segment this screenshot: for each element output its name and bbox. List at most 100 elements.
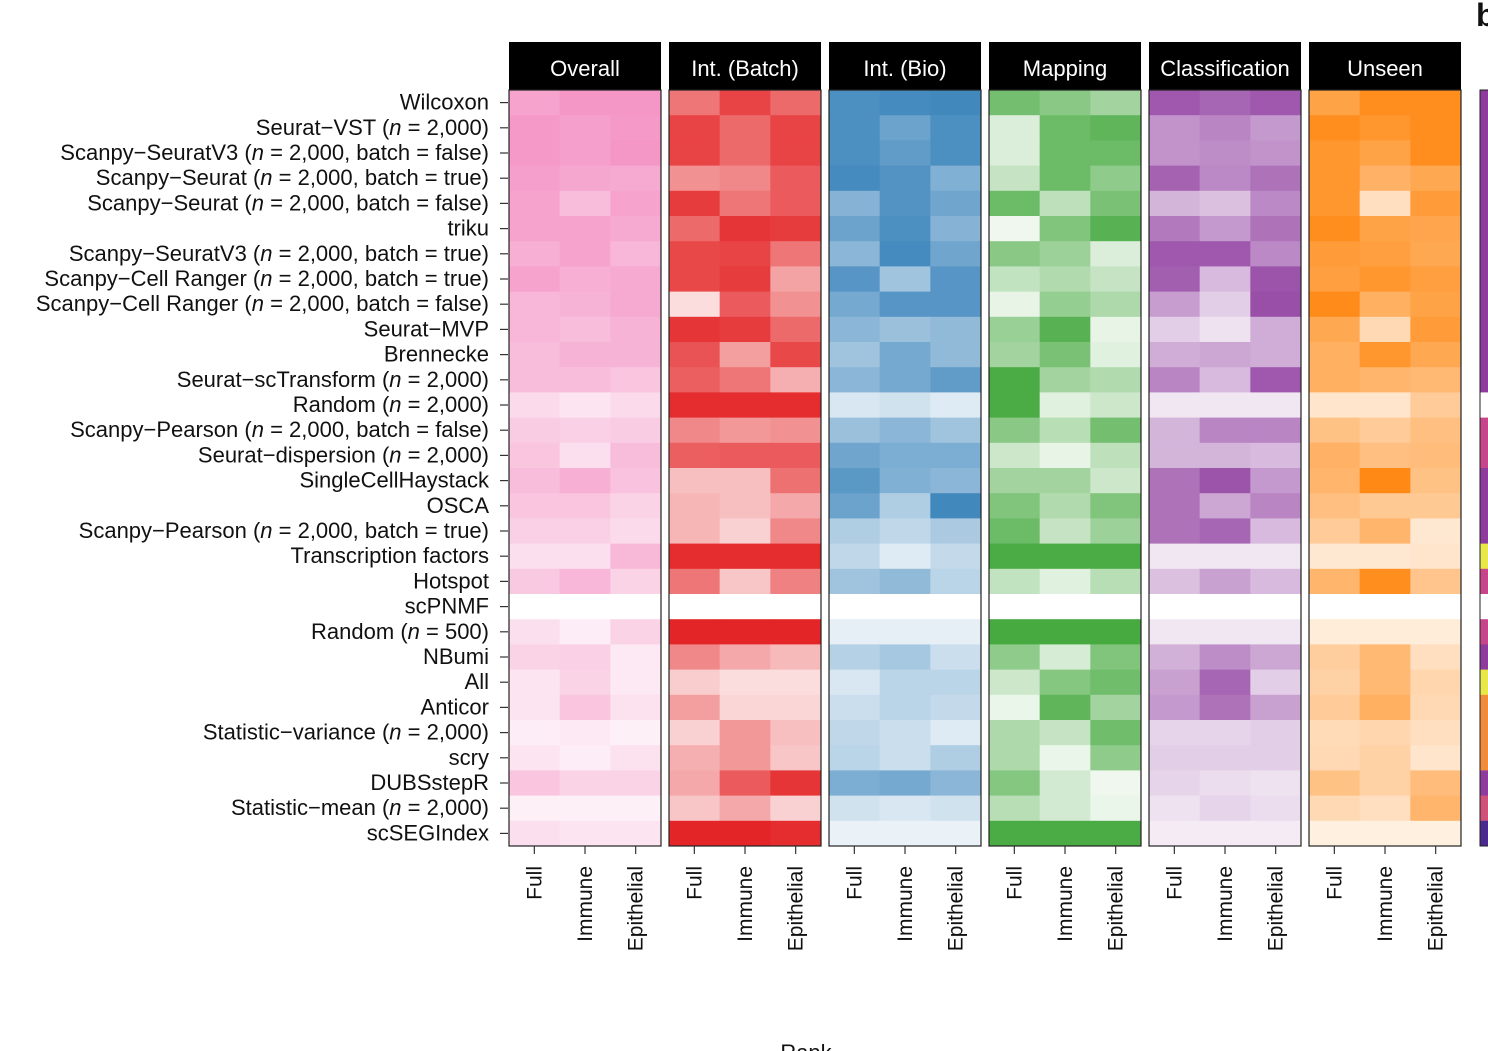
heatmap-cell [509,745,561,771]
heatmap-cell [829,442,881,469]
heatmap-cell [989,165,1041,192]
legend-strip-cell [1480,493,1488,519]
heatmap-cell [1039,720,1091,746]
heatmap-cell [1309,543,1361,570]
heatmap-cell [610,795,662,822]
heatmap-cell [559,669,611,696]
heatmap-cell [1149,165,1201,192]
heatmap-cell [1199,291,1251,318]
heatmap-cell [1149,594,1201,620]
row-label: Scanpy−SeuratV3 (n = 2,000, batch = true… [69,241,489,266]
heatmap-cell [1309,216,1361,242]
heatmap-cell [1410,669,1462,696]
heatmap-cell [610,518,662,545]
heatmap-cell [989,342,1041,368]
heatmap-cell [509,216,561,242]
heatmap-cell [1250,820,1302,847]
heatmap-cell [509,115,561,141]
heatmap-cell [1410,241,1462,267]
heatmap-cell [1359,518,1411,545]
heatmap-cell [509,442,561,469]
heatmap-cell [669,115,721,141]
heatmap-cell [1359,140,1411,167]
heatmap-cell [1090,669,1142,696]
heatmap-cell [1090,568,1142,595]
heatmap-cell [930,392,982,419]
heatmap-cell [669,316,721,343]
heatmap-cell [1250,745,1302,771]
row-label: Anticor [421,694,489,719]
heatmap-cell [1090,342,1142,368]
heatmap-cell [509,568,561,595]
heatmap-cell [770,745,822,771]
heatmap-cell [770,417,822,444]
heatmap-cell [829,392,881,419]
heatmap-cell [719,644,771,671]
heatmap-cell [770,770,822,797]
heatmap-cell [1309,367,1361,393]
heatmap-cell [1199,543,1251,570]
heatmap-cell [770,190,822,217]
heatmap-cell [509,140,561,167]
heatmap-cell [669,493,721,519]
heatmap-cell [559,543,611,570]
heatmap-cell [1250,90,1302,116]
heatmap-cell [1039,266,1091,293]
heatmap-cell [719,241,771,267]
heatmap-cell [1250,770,1302,797]
heatmap-cell [1090,190,1142,217]
heatmap-cell [669,720,721,746]
heatmap-cell [1309,820,1361,847]
heatmap-cell [1149,820,1201,847]
heatmap-cell [879,165,931,192]
heatmap-cell [1149,90,1201,116]
legend-strip-cell [1480,316,1488,343]
heatmap-cell [1199,518,1251,545]
heatmap-cell [1250,543,1302,570]
heatmap-cell [559,392,611,419]
heatmap-cell [1090,90,1142,116]
legend-strip-cell [1480,115,1488,141]
heatmap-cell [1039,367,1091,393]
heatmap-cell [719,795,771,822]
heatmap-cell [879,342,931,368]
heatmap-cell [509,820,561,847]
heatmap-cell [719,745,771,771]
heatmap-cell [610,140,662,167]
facet-header [829,42,981,90]
heatmap-cell [1039,594,1091,620]
heatmap-cell [1410,468,1462,494]
heatmap-cell [829,518,881,545]
row-label: SingleCellHaystack [299,468,490,493]
facet-int-batch-: Int. (Batch) Full Immune Epithelial [668,42,822,951]
row-label: Scanpy−Seurat (n = 2,000, batch = false) [87,190,489,215]
heatmap-cell [1039,770,1091,797]
heatmap-cell [509,468,561,494]
heatmap-cell [1199,392,1251,419]
heatmap-cell [989,468,1041,494]
heatmap-cell [719,316,771,343]
heatmap-cell [1199,720,1251,746]
heatmap-cell [719,770,771,797]
row-label: Scanpy−Cell Ranger (n = 2,000, batch = t… [44,266,489,291]
heatmap-cell [719,568,771,595]
heatmap-cell [559,694,611,721]
heatmap-cell [989,90,1041,116]
heatmap-cell [610,720,662,746]
heatmap-cell [1149,518,1201,545]
row-label: Scanpy−SeuratV3 (n = 2,000, batch = fals… [60,140,489,165]
legend-strip-cell [1480,720,1488,746]
legend-strip-cell [1480,518,1488,545]
heatmap-cell [770,241,822,267]
heatmap-cell [559,140,611,167]
heatmap-cell [610,745,662,771]
row-label: Scanpy−Pearson (n = 2,000, batch = true) [79,518,489,543]
heatmap-cell [559,518,611,545]
heatmap-cell [610,820,662,847]
heatmap-cell [1359,468,1411,494]
heatmap-cell [1250,291,1302,318]
heatmap-cell [1309,644,1361,671]
heatmap-cell [1359,342,1411,368]
heatmap-cell [1149,543,1201,570]
heatmap-cell [1309,266,1361,293]
